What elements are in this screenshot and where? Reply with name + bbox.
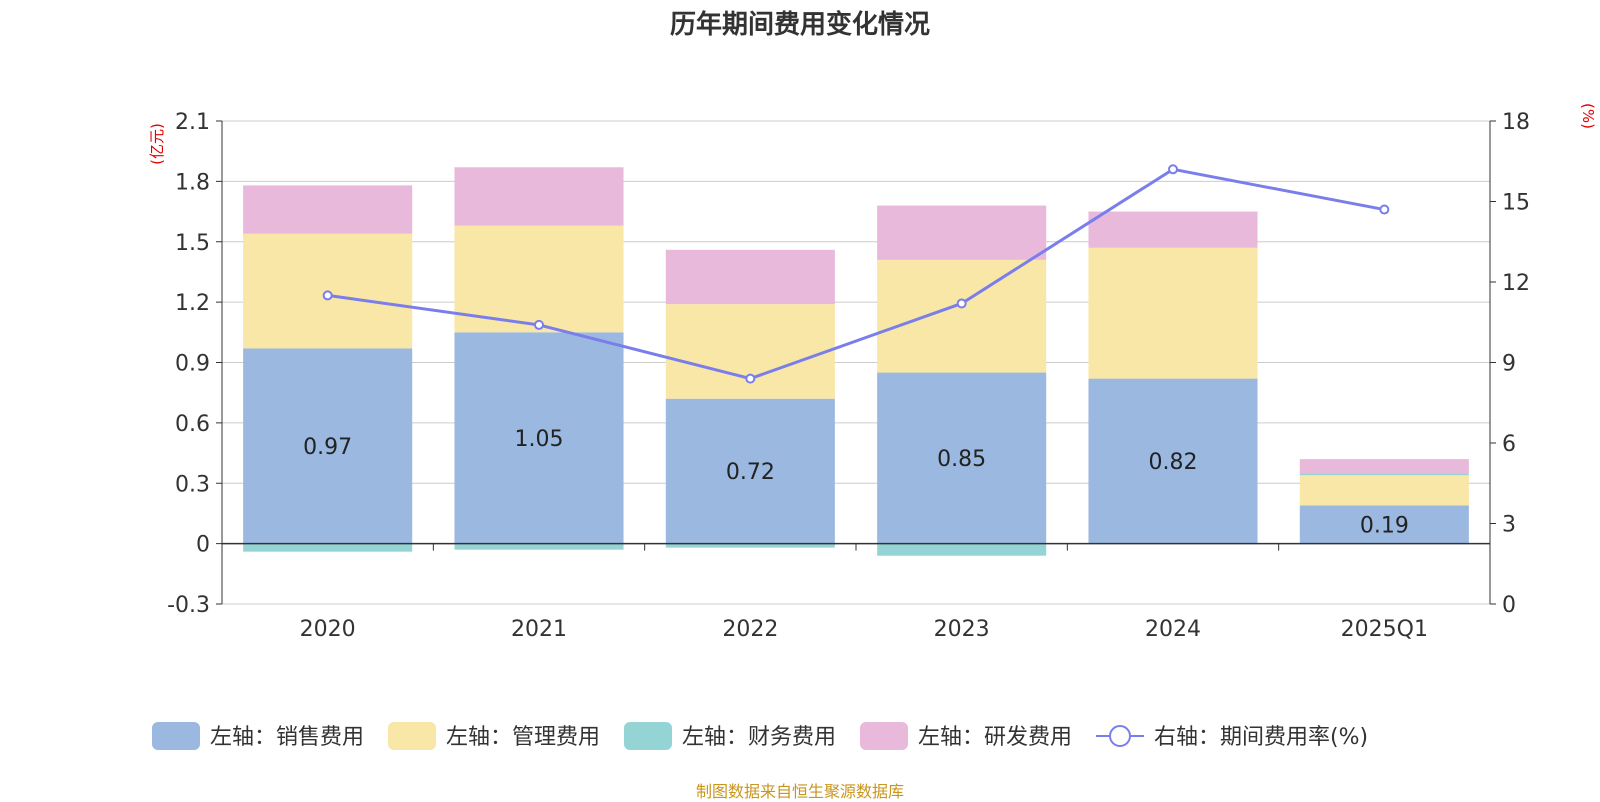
left-tick-label: 0 <box>196 533 210 558</box>
legend: 左轴：销售费用 左轴：管理费用 左轴：财务费用 左轴：研发费用 右轴：期间费用率(%) <box>152 722 1368 750</box>
left-tick-label: 0.3 <box>175 472 210 497</box>
legend-label: 左轴：销售费用 <box>210 725 364 750</box>
bar-sales <box>1299 505 1469 544</box>
bar-finance <box>1299 473 1469 476</box>
left-tick-label: 1.5 <box>175 231 210 256</box>
expense-rate-point <box>1168 164 1178 175</box>
right-tick-label: 0 <box>1502 593 1516 618</box>
left-axis-unit: (亿元) <box>148 123 166 165</box>
expense-rate-point <box>956 298 967 309</box>
x-tick-label: 2021 <box>511 617 567 642</box>
right-axis-unit: (%) <box>1579 103 1597 129</box>
right-tick-label: 3 <box>1502 513 1516 538</box>
bar-admin <box>877 259 1047 373</box>
chart-title: 历年期间费用变化情况 <box>669 10 930 40</box>
source-note: 制图数据来自恒生聚源数据库 <box>695 782 904 801</box>
bar-admin <box>454 225 624 333</box>
bar-rnd <box>665 249 835 305</box>
right-tick-label: 9 <box>1502 352 1516 377</box>
bar-admin <box>1088 247 1258 379</box>
expense-rate-point <box>534 319 544 330</box>
x-tick-label: 2024 <box>1145 617 1201 642</box>
legend-swatch <box>860 722 908 750</box>
bar-rnd <box>454 167 624 226</box>
bar-rnd <box>1299 459 1469 474</box>
expense-rate-point <box>322 290 333 301</box>
bar-data-label: 1.05 <box>515 427 564 452</box>
axes: -0.3 0 0.3 0.6 0.9 1.2 1.5 1.8 2.1 0 3 6 9 12 15 18 2020… <box>167 110 1530 642</box>
bar-data-label: 0.97 <box>303 435 352 460</box>
x-tick-label: 2023 <box>934 617 990 642</box>
bar-finance <box>454 543 624 550</box>
bar-data-label: 0.19 <box>1360 514 1409 539</box>
bar-rnd <box>877 205 1047 260</box>
right-tick-label: 12 <box>1502 271 1530 296</box>
right-tick-label: 6 <box>1502 432 1516 457</box>
bar-data-label: 0.82 <box>1149 450 1198 475</box>
bar-admin <box>1299 475 1469 506</box>
expense-rate-line <box>322 164 1390 384</box>
bar-rnd <box>1088 211 1258 248</box>
bar-finance <box>665 543 835 548</box>
stacked-bars <box>243 167 1469 556</box>
right-tick-label: 15 <box>1502 191 1530 216</box>
left-tick-label: 2.1 <box>175 110 210 135</box>
expense-rate-point <box>1379 204 1390 215</box>
x-tick-label: 2022 <box>722 617 778 642</box>
x-tick-label: 2020 <box>300 617 356 642</box>
bar-data-labels: 0.97 1.05 0.72 0.85 0.82 0.19 <box>303 427 1409 539</box>
bar-finance <box>877 543 1047 556</box>
legend-line-marker <box>1109 725 1131 747</box>
right-tick-label: 18 <box>1502 110 1530 135</box>
left-tick-label: -0.3 <box>167 593 210 618</box>
legend-label: 左轴：财务费用 <box>682 725 836 750</box>
legend-swatch <box>152 722 200 750</box>
left-tick-label: 0.6 <box>175 412 210 437</box>
bar-data-label: 0.85 <box>937 447 986 472</box>
left-tick-label: 1.8 <box>175 170 210 195</box>
left-tick-label: 1.2 <box>175 291 210 316</box>
bar-sales <box>877 372 1047 544</box>
legend-swatch <box>388 722 436 750</box>
bar-sales <box>454 332 624 544</box>
bar-sales <box>243 348 413 544</box>
bar-data-label: 0.72 <box>726 460 775 485</box>
bar-sales <box>1088 378 1258 544</box>
legend-label: 左轴：管理费用 <box>446 725 600 750</box>
expense-rate-point <box>745 373 756 384</box>
x-tick-label: 2025Q1 <box>1341 617 1428 642</box>
left-tick-label: 0.9 <box>175 352 210 377</box>
expense-rate-polyline <box>327 167 1385 381</box>
legend-label: 右轴：期间费用率(%) <box>1154 725 1368 750</box>
legend-swatch <box>624 722 672 750</box>
legend-label: 左轴：研发费用 <box>918 725 1072 750</box>
bar-admin <box>665 304 835 399</box>
bar-rnd <box>243 185 413 234</box>
bar-finance <box>243 543 413 552</box>
bar-sales <box>665 398 835 544</box>
